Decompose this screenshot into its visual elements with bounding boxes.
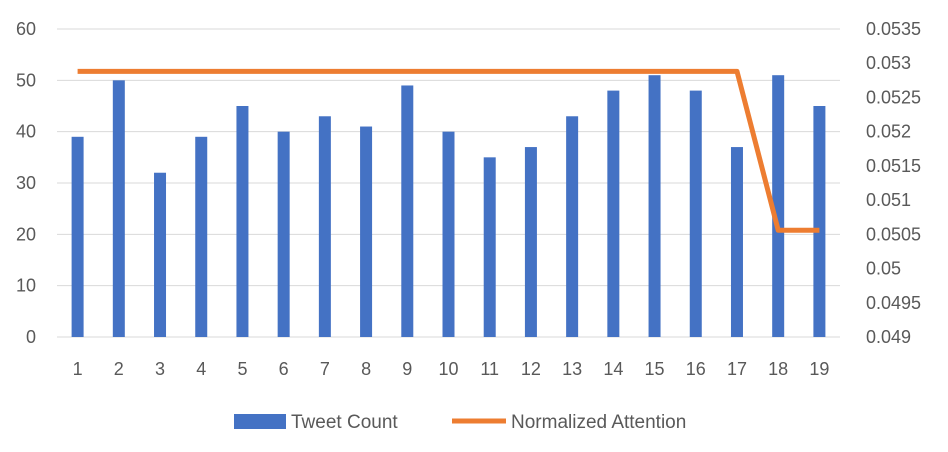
bar: [524, 147, 537, 337]
y-right-tick-label: 0.0515: [866, 156, 921, 176]
x-tick-label: 5: [237, 359, 247, 379]
x-tick-label: 4: [196, 359, 206, 379]
x-tick-label: 17: [727, 359, 747, 379]
y-left-tick-label: 40: [16, 122, 36, 142]
y-right-tick-label: 0.0495: [866, 293, 921, 313]
legend-swatch-tweet-count: [234, 414, 286, 429]
x-tick-label: 11: [480, 359, 499, 379]
bar: [236, 106, 249, 337]
bar: [360, 126, 373, 338]
bar: [195, 136, 208, 337]
y-right-tick-label: 0.053: [866, 53, 911, 73]
x-tick-label: 14: [603, 359, 623, 379]
bar: [71, 136, 84, 337]
x-tick-label: 10: [438, 359, 458, 379]
x-axis: 1 2 3 4 5 6 7 8 9 10 11 12 13 14 15 16 17 18 19: [73, 359, 830, 379]
bar: [277, 131, 290, 337]
y-right-tick-label: 0.052: [866, 122, 911, 142]
y-left-tick-label: 30: [16, 173, 36, 193]
bar-series-tweet-count: [71, 75, 826, 338]
bar: [730, 147, 743, 337]
y-right-tick-label: 0.0535: [866, 19, 921, 39]
bar: [154, 172, 167, 337]
x-tick-label: 18: [768, 359, 788, 379]
y-axis-left: 0 10 20 30 40 50 60: [16, 19, 36, 347]
y-left-tick-label: 0: [26, 327, 36, 347]
y-right-tick-label: 0.049: [866, 327, 911, 347]
x-tick-label: 15: [645, 359, 665, 379]
bar: [813, 106, 826, 337]
x-tick-label: 1: [73, 359, 83, 379]
x-tick-label: 9: [402, 359, 412, 379]
legend-label-normalized-attention: Normalized Attention: [511, 412, 686, 433]
bar: [607, 90, 620, 337]
bar: [648, 75, 661, 337]
bar: [772, 75, 785, 337]
bar: [689, 90, 702, 337]
x-tick-label: 19: [809, 359, 829, 379]
x-tick-label: 13: [562, 359, 582, 379]
x-tick-label: 16: [686, 359, 706, 379]
line-path: [77, 68, 820, 233]
bar: [566, 116, 579, 338]
y-right-tick-label: 0.0525: [866, 87, 921, 107]
x-tick-label: 8: [361, 359, 371, 379]
bar: [442, 131, 455, 337]
x-tick-label: 2: [114, 359, 124, 379]
y-right-tick-label: 0.051: [866, 190, 911, 210]
legend: Tweet Count Normalized Attention: [234, 412, 686, 433]
y-left-tick-label: 10: [16, 276, 36, 296]
y-right-tick-label: 0.0505: [866, 224, 921, 244]
x-tick-label: 12: [521, 359, 541, 379]
bar: [401, 85, 414, 337]
line-series-normalized-attention: [77, 68, 820, 233]
bar: [483, 157, 496, 337]
bar: [112, 80, 125, 337]
y-left-tick-label: 50: [16, 70, 36, 90]
x-tick-label: 6: [279, 359, 289, 379]
y-left-tick-label: 60: [16, 19, 36, 39]
y-right-tick-label: 0.05: [866, 259, 901, 279]
bar: [318, 116, 331, 338]
y-axis-right: 0.049 0.0495 0.05 0.0505 0.051 0.0515 0.052 0.0…: [866, 19, 921, 347]
x-tick-label: 7: [320, 359, 330, 379]
y-left-tick-label: 20: [16, 224, 36, 244]
x-tick-label: 3: [155, 359, 165, 379]
legend-label-tweet-count: Tweet Count: [291, 412, 398, 433]
